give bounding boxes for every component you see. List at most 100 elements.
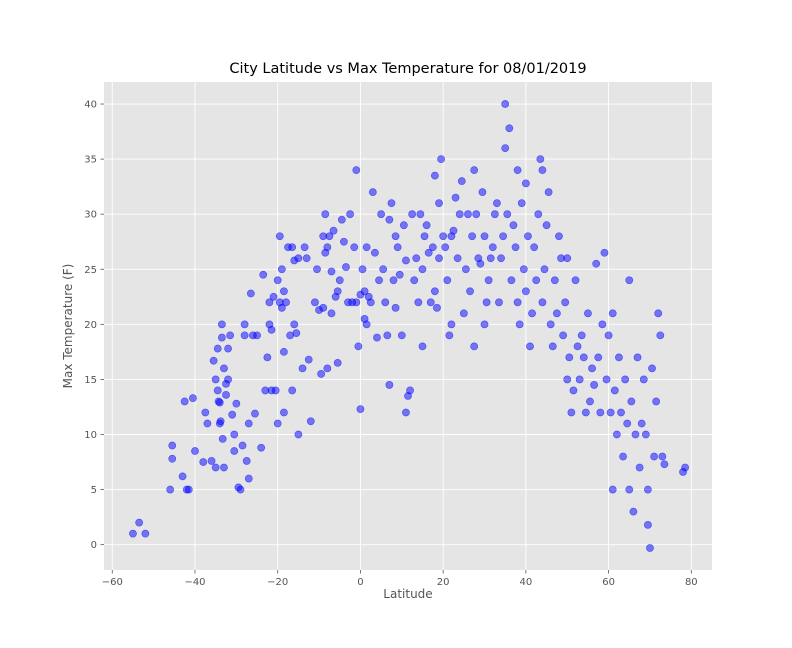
data-point bbox=[445, 331, 454, 340]
data-point bbox=[366, 298, 375, 307]
data-point bbox=[298, 364, 307, 373]
data-point bbox=[639, 375, 648, 384]
x-tick-label: −60 bbox=[102, 577, 123, 588]
data-point bbox=[217, 320, 226, 329]
data-point bbox=[321, 210, 330, 219]
data-point bbox=[178, 472, 187, 481]
data-point bbox=[280, 408, 288, 417]
data-point bbox=[588, 364, 596, 373]
data-point bbox=[629, 507, 638, 516]
data-point bbox=[548, 342, 557, 351]
data-point bbox=[319, 303, 328, 312]
data-point bbox=[294, 430, 303, 439]
data-point bbox=[579, 353, 588, 362]
data-point bbox=[240, 331, 249, 340]
data-point bbox=[435, 254, 443, 263]
data-point bbox=[480, 232, 489, 241]
data-point bbox=[387, 199, 396, 208]
data-point bbox=[402, 408, 410, 417]
data-point bbox=[209, 356, 218, 365]
data-point bbox=[505, 124, 514, 133]
data-point bbox=[383, 331, 392, 340]
data-point bbox=[428, 243, 437, 252]
x-tick-label: 0 bbox=[357, 577, 363, 588]
data-point bbox=[280, 347, 288, 356]
data-point bbox=[652, 397, 661, 406]
data-point bbox=[619, 452, 627, 461]
data-point bbox=[470, 342, 479, 351]
data-point bbox=[540, 265, 549, 274]
data-point bbox=[509, 221, 518, 230]
data-point bbox=[559, 331, 567, 340]
data-point bbox=[524, 232, 532, 241]
data-point bbox=[397, 331, 406, 340]
data-point bbox=[257, 443, 266, 452]
data-point bbox=[511, 243, 520, 252]
x-tick-label: 60 bbox=[602, 577, 615, 588]
data-point bbox=[598, 320, 607, 329]
data-point bbox=[441, 243, 450, 252]
data-point bbox=[495, 298, 503, 307]
data-point bbox=[526, 342, 534, 351]
data-point bbox=[385, 381, 394, 389]
data-point bbox=[586, 397, 594, 406]
data-point bbox=[590, 381, 599, 389]
data-point bbox=[218, 435, 227, 443]
data-point bbox=[242, 457, 251, 465]
y-tick-label: 35 bbox=[84, 155, 97, 166]
data-point bbox=[625, 485, 634, 494]
data-point bbox=[600, 248, 609, 257]
data-point bbox=[449, 226, 458, 235]
data-point bbox=[515, 320, 524, 329]
data-point bbox=[544, 188, 553, 197]
data-point bbox=[216, 417, 225, 426]
y-tick-label: 20 bbox=[84, 320, 97, 331]
data-point bbox=[273, 419, 282, 428]
data-point bbox=[337, 215, 346, 224]
data-point bbox=[335, 276, 344, 285]
data-point bbox=[381, 298, 390, 307]
x-tick-label: 40 bbox=[520, 577, 533, 588]
data-point bbox=[447, 320, 456, 329]
data-point bbox=[180, 397, 189, 406]
data-point bbox=[592, 259, 601, 268]
data-point bbox=[224, 344, 232, 353]
data-point bbox=[563, 254, 572, 263]
data-point bbox=[466, 287, 474, 296]
data-point bbox=[430, 287, 439, 296]
y-tick-label: 30 bbox=[84, 210, 97, 221]
data-point bbox=[333, 287, 342, 296]
data-point bbox=[236, 485, 245, 494]
data-point bbox=[615, 353, 623, 362]
x-tick-label: 20 bbox=[437, 577, 450, 588]
data-point bbox=[277, 303, 286, 312]
data-point bbox=[406, 386, 414, 395]
data-point bbox=[631, 430, 640, 439]
data-point bbox=[530, 243, 539, 252]
data-point bbox=[371, 248, 379, 257]
data-point bbox=[300, 243, 309, 252]
data-point bbox=[362, 320, 371, 329]
data-point bbox=[253, 331, 261, 340]
data-point bbox=[654, 309, 663, 318]
data-point bbox=[220, 463, 228, 472]
data-point bbox=[656, 331, 665, 340]
data-point bbox=[565, 353, 574, 362]
data-point bbox=[567, 408, 576, 417]
data-point bbox=[377, 210, 386, 219]
data-point bbox=[191, 447, 199, 455]
data-point bbox=[625, 276, 634, 285]
data-point bbox=[412, 254, 421, 263]
data-point bbox=[207, 457, 216, 465]
y-tick-label: 40 bbox=[84, 100, 97, 111]
x-axis-label: Latitude bbox=[383, 587, 432, 601]
data-point bbox=[373, 333, 381, 342]
data-point bbox=[433, 303, 441, 312]
data-point bbox=[375, 276, 383, 285]
data-point bbox=[437, 155, 445, 164]
data-point bbox=[641, 430, 650, 439]
data-point bbox=[546, 320, 555, 329]
data-point bbox=[519, 265, 528, 274]
data-point bbox=[424, 248, 433, 257]
y-tick-label: 15 bbox=[84, 375, 97, 386]
